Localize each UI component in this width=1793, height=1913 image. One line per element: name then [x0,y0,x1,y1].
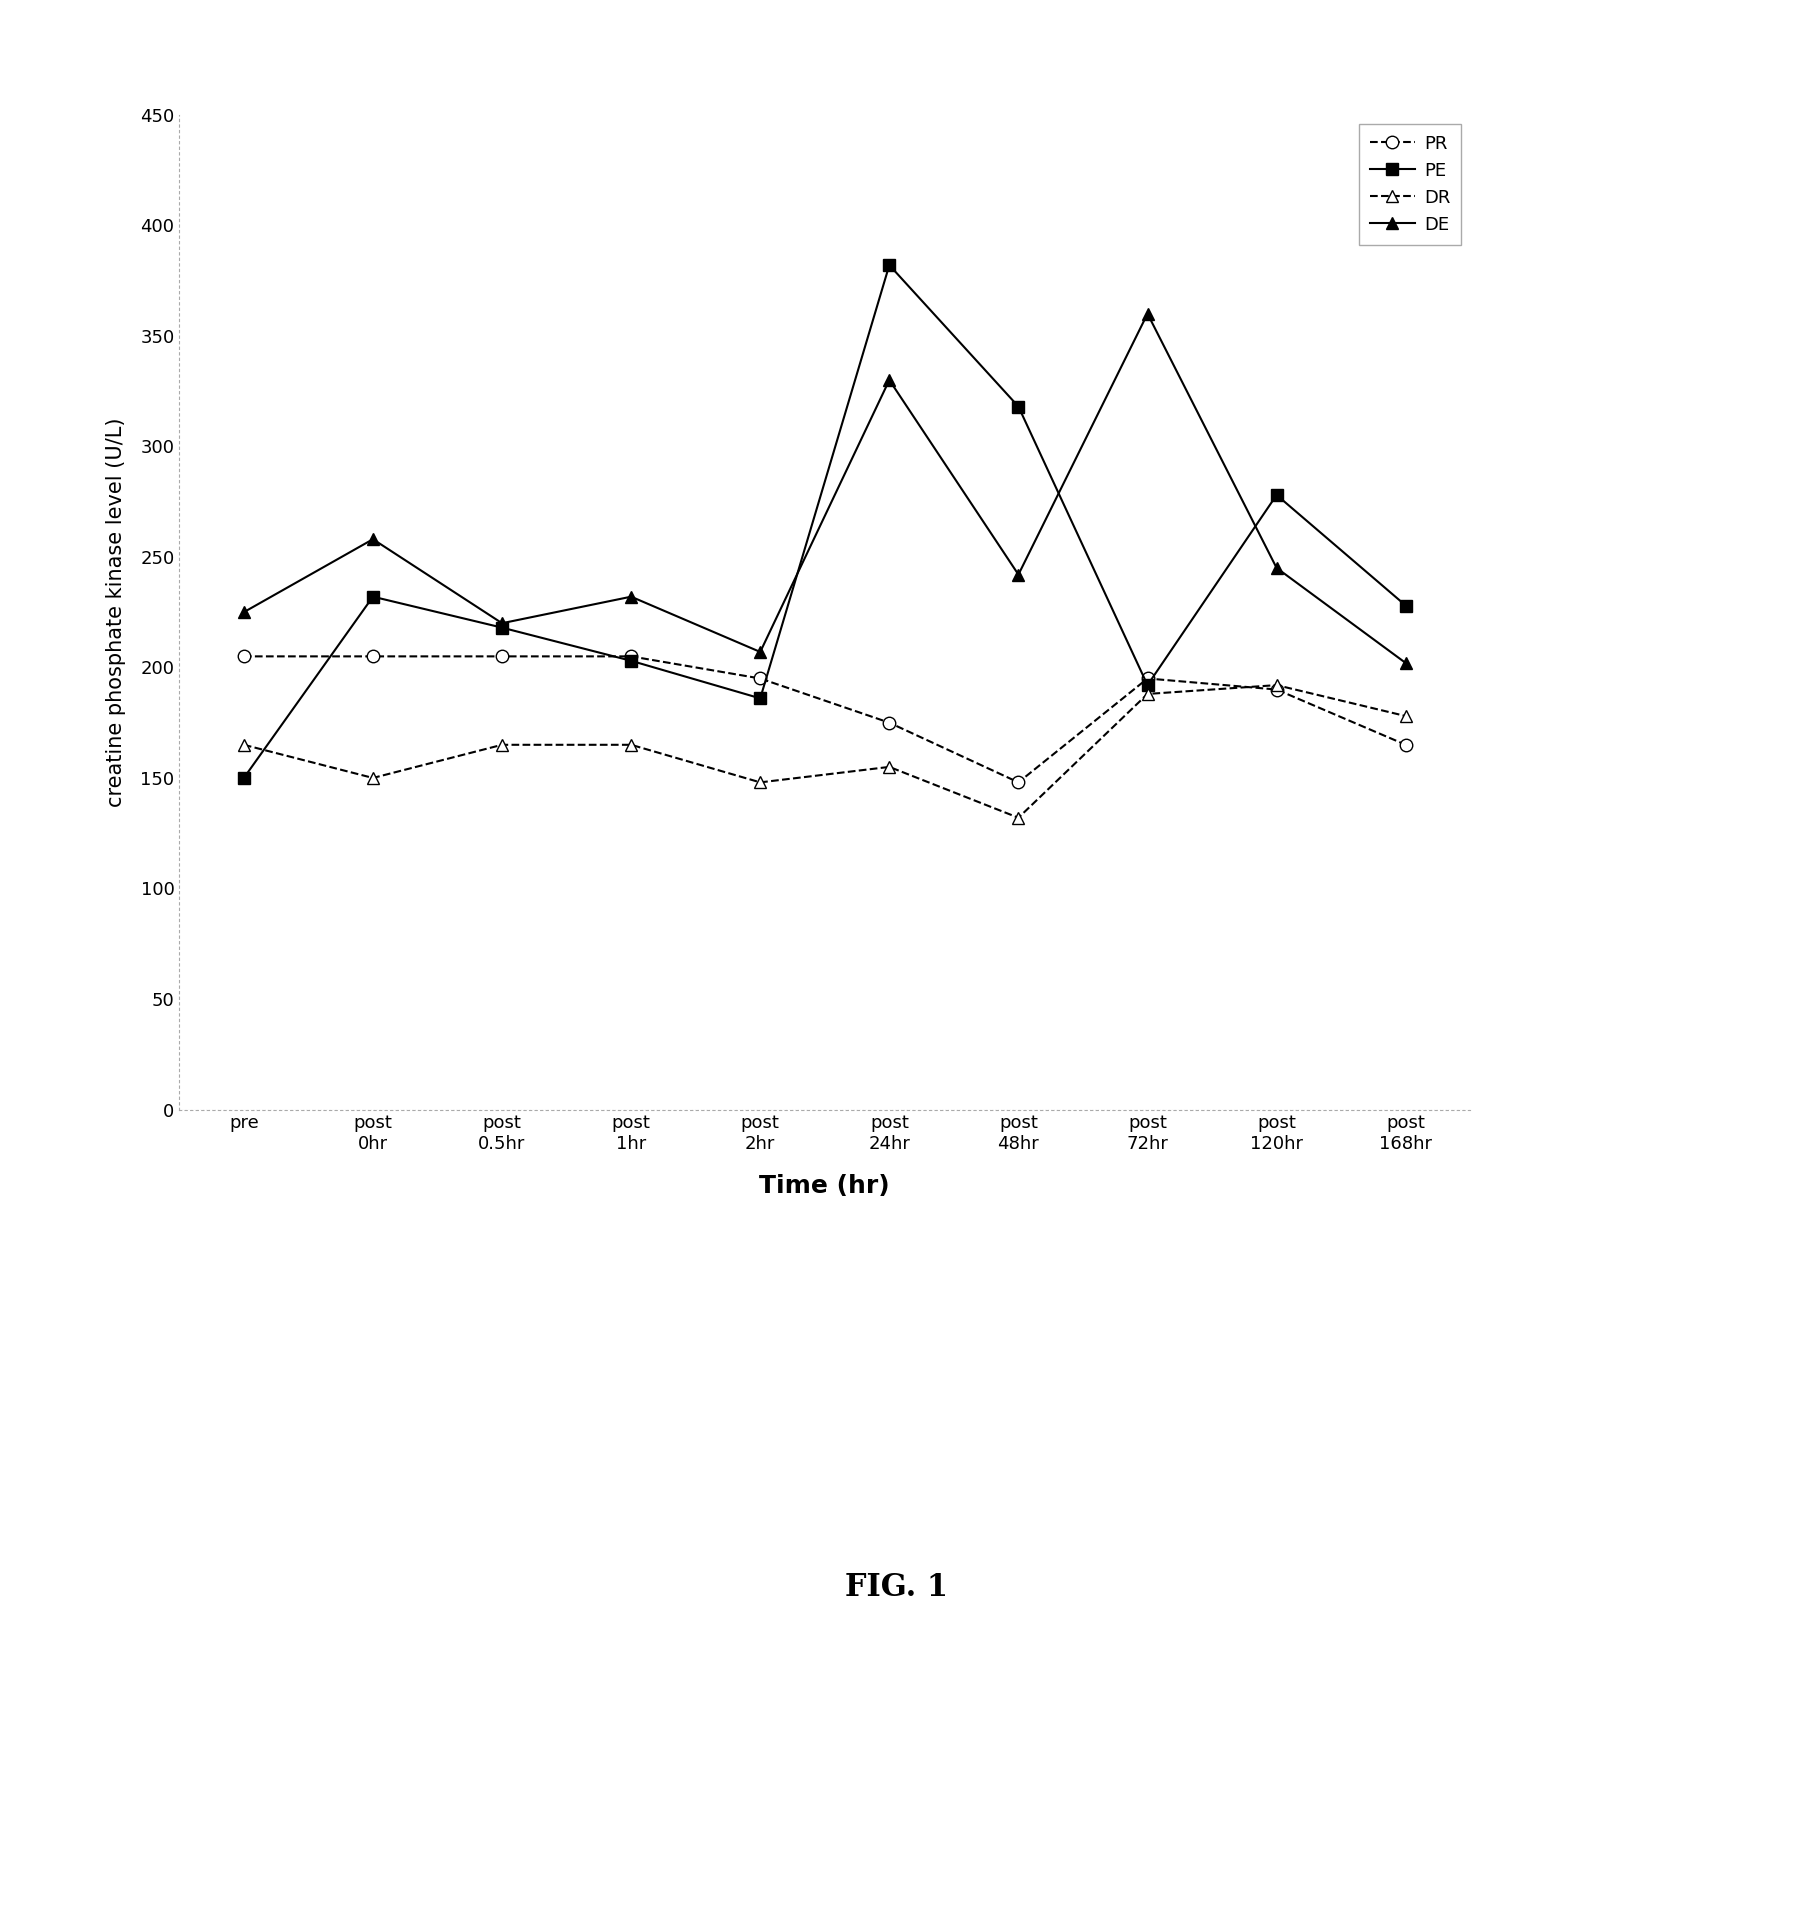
PR [1137,668,1158,691]
PE [620,649,642,671]
Line: DE: DE [238,308,1411,670]
PR [362,645,384,668]
PE [749,687,771,710]
Line: DR: DR [238,679,1411,825]
PE [1266,484,1287,507]
DE [749,641,771,664]
DE [1266,557,1287,580]
DR [362,767,384,790]
PR [749,668,771,691]
PR [1395,733,1416,756]
PR [620,645,642,668]
DR [1008,805,1029,828]
DR [879,756,900,779]
DR [491,733,513,756]
Y-axis label: creatine phosphate kinase level (U/L): creatine phosphate kinase level (U/L) [106,417,126,807]
Line: PR: PR [238,650,1411,788]
DR [749,771,771,794]
PE [1137,673,1158,696]
PE [879,254,900,277]
DR [233,733,255,756]
PE [233,767,255,790]
PE [1008,396,1029,419]
DE [362,528,384,551]
DE [1137,302,1158,325]
PR [1008,771,1029,794]
DR [620,733,642,756]
DE [233,601,255,624]
PR [491,645,513,668]
Line: PE: PE [238,258,1411,784]
DR [1266,673,1287,696]
PE [1395,595,1416,618]
DE [1008,562,1029,585]
PE [491,616,513,639]
DR [1137,683,1158,706]
DE [1395,652,1416,675]
DE [620,585,642,608]
X-axis label: Time (hr): Time (hr) [760,1175,889,1198]
Legend: PR, PE, DR, DE: PR, PE, DR, DE [1359,124,1461,245]
Text: FIG. 1: FIG. 1 [845,1572,948,1603]
PR [879,712,900,735]
DE [491,612,513,635]
PR [233,645,255,668]
DE [879,369,900,392]
DR [1395,704,1416,727]
PR [1266,677,1287,700]
PE [362,585,384,608]
